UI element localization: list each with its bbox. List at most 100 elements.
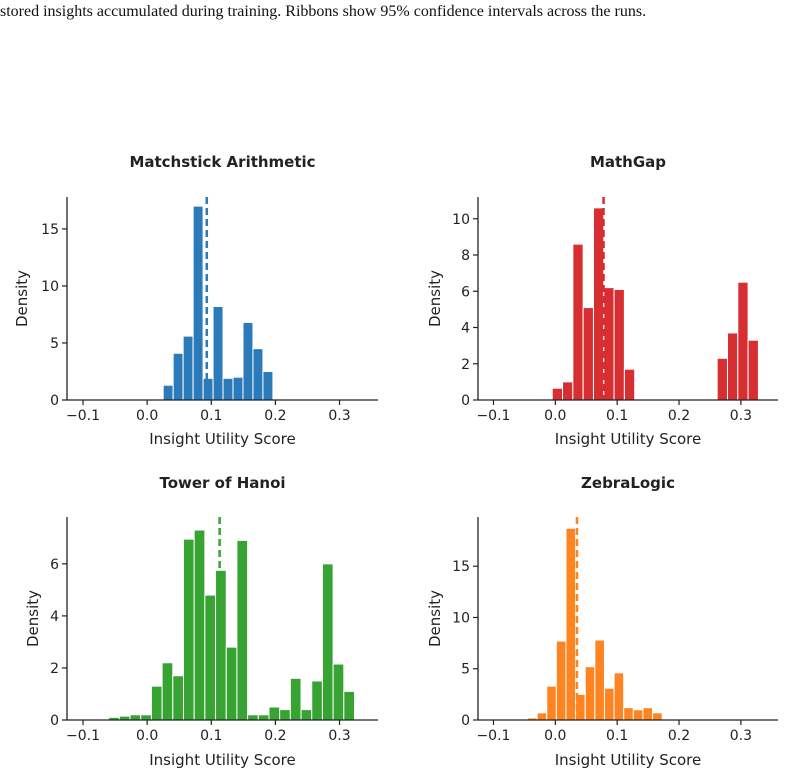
histogram-bar bbox=[582, 307, 594, 401]
histogram-bar bbox=[594, 639, 605, 721]
histogram-bar bbox=[613, 672, 625, 721]
histogram-bar bbox=[562, 381, 574, 401]
histogram-bar bbox=[632, 709, 644, 721]
y-tick-label: 5 bbox=[461, 662, 470, 678]
x-axis-label: Insight Utility Score bbox=[555, 751, 702, 769]
histogram-bar bbox=[332, 663, 345, 721]
chart-title: ZebraLogic bbox=[581, 474, 675, 492]
histogram-bar bbox=[192, 205, 204, 401]
y-axis-label: Density bbox=[24, 590, 42, 647]
y-tick-label: 4 bbox=[50, 609, 59, 625]
chart-panel: ZebraLogic −0.1 0.0 0.1 0.2 0.3 0 5 10 15 Insight … bbox=[426, 474, 778, 769]
x-tick-label: 0.1 bbox=[200, 408, 222, 424]
x-tick-label: −0.1 bbox=[66, 728, 100, 744]
histogram-bar bbox=[652, 712, 663, 721]
histogram-bar bbox=[215, 569, 227, 721]
histogram-bar bbox=[252, 348, 264, 401]
histogram-bar bbox=[212, 305, 224, 401]
histogram-bar bbox=[716, 357, 728, 401]
histogram-bar bbox=[747, 339, 759, 401]
histogram-bar bbox=[172, 675, 184, 721]
y-tick-label: 10 bbox=[452, 610, 470, 626]
x-tick-label: 0.0 bbox=[544, 728, 566, 744]
x-tick-label: 0.1 bbox=[606, 408, 628, 424]
histogram-bar bbox=[592, 207, 605, 401]
chart-panel: MathGap −0.1 0.0 0.1 0.2 0.3 0 2 4 6 8 10 Insight Ut… bbox=[426, 153, 778, 448]
histogram-bar bbox=[193, 529, 206, 721]
histogram-bar bbox=[225, 646, 238, 721]
y-tick-label: 15 bbox=[452, 559, 470, 575]
chart-title: Matchstick Arithmetic bbox=[129, 153, 315, 171]
histogram-bar bbox=[737, 281, 749, 401]
histogram-bar bbox=[603, 287, 615, 401]
histogram-bar bbox=[536, 712, 548, 721]
y-tick-label: 10 bbox=[41, 279, 59, 295]
y-axis-label: Density bbox=[13, 270, 31, 327]
histogram-bar bbox=[140, 714, 152, 721]
histogram-bar bbox=[204, 594, 217, 721]
histogram-bar bbox=[321, 563, 334, 721]
x-tick-label: 0.3 bbox=[328, 408, 350, 424]
y-tick-label: 6 bbox=[50, 557, 59, 573]
x-tick-label: −0.1 bbox=[476, 728, 510, 744]
figure-caption: stored insights accumulated during train… bbox=[0, 3, 647, 20]
histogram-bar bbox=[222, 377, 234, 401]
histogram-bar bbox=[232, 376, 244, 401]
y-tick-label: 0 bbox=[461, 393, 470, 409]
histogram-bar bbox=[343, 690, 355, 721]
y-tick-label: 0 bbox=[50, 393, 59, 409]
y-tick-label: 8 bbox=[461, 248, 470, 264]
histogram-bar bbox=[161, 662, 174, 721]
histogram-bar bbox=[613, 288, 625, 401]
x-axis-label: Insight Utility Score bbox=[555, 430, 702, 448]
y-tick-label: 4 bbox=[461, 321, 470, 337]
y-tick-label: 0 bbox=[461, 713, 470, 729]
chart-title: Tower of Hanoi bbox=[159, 474, 285, 492]
chart-title: MathGap bbox=[590, 153, 666, 171]
histogram-bar bbox=[257, 714, 270, 721]
histogram-bar bbox=[300, 709, 313, 721]
x-tick-label: 0.0 bbox=[136, 408, 158, 424]
histogram-bar bbox=[572, 243, 584, 401]
y-tick-label: 10 bbox=[452, 212, 470, 228]
x-tick-label: −0.1 bbox=[476, 408, 510, 424]
y-tick-label: 2 bbox=[50, 661, 59, 677]
y-tick-label: 15 bbox=[41, 222, 59, 238]
x-tick-label: 0.1 bbox=[606, 728, 628, 744]
histogram-bar bbox=[311, 680, 323, 721]
chart-panel: Tower of Hanoi −0.1 0.0 0.1 0.2 0.3 0 2 4 6 Insigh… bbox=[24, 474, 378, 769]
x-tick-label: 0.3 bbox=[730, 728, 752, 744]
x-tick-label: 0.2 bbox=[264, 408, 286, 424]
histogram-bar bbox=[623, 707, 634, 721]
x-tick-label: 0.0 bbox=[136, 728, 158, 744]
histogram-bar bbox=[129, 714, 142, 721]
histogram-bar bbox=[603, 687, 615, 721]
histogram-bar bbox=[584, 666, 596, 721]
x-tick-label: 0.3 bbox=[328, 728, 350, 744]
x-tick-label: 0.2 bbox=[668, 408, 690, 424]
histogram-bar bbox=[182, 538, 195, 721]
histogram-bar bbox=[546, 685, 557, 721]
histogram-bar bbox=[623, 368, 636, 401]
histogram-bar bbox=[172, 352, 184, 401]
histogram-bar bbox=[262, 370, 274, 401]
y-axis-label: Density bbox=[426, 590, 444, 647]
histogram-bar bbox=[162, 384, 174, 401]
x-tick-label: 0.3 bbox=[730, 408, 752, 424]
histogram-bar bbox=[551, 387, 564, 401]
histogram-bar bbox=[642, 707, 654, 721]
x-tick-label: 0.0 bbox=[544, 408, 566, 424]
histogram-bar bbox=[150, 685, 163, 721]
y-tick-label: 2 bbox=[461, 357, 470, 373]
x-tick-label: −0.1 bbox=[66, 408, 100, 424]
histogram-bar bbox=[236, 539, 249, 721]
x-axis-label: Insight Utility Score bbox=[149, 751, 296, 769]
histogram-bar bbox=[555, 640, 567, 721]
x-tick-label: 0.2 bbox=[264, 728, 286, 744]
x-tick-label: 0.1 bbox=[200, 728, 222, 744]
x-tick-label: 0.2 bbox=[668, 728, 690, 744]
histogram-bar bbox=[182, 335, 194, 401]
histogram-bar bbox=[726, 332, 739, 401]
chart-panel: Matchstick Arithmetic −0.1 0.0 0.1 0.2 0.3 0 5 1… bbox=[13, 153, 378, 448]
